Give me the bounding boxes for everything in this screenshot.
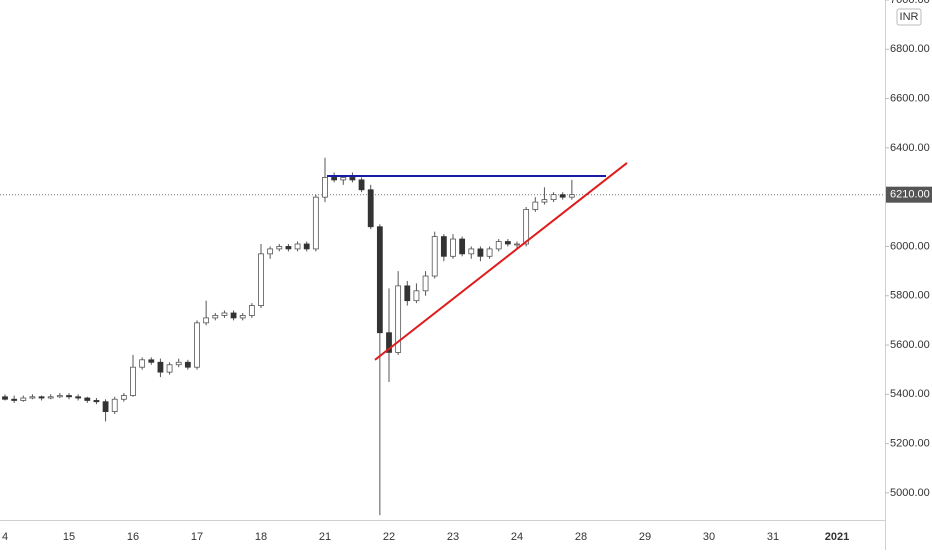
x-tick-label: 28 (575, 531, 587, 543)
x-tick-label: 30 (703, 531, 715, 543)
candle-body (11, 398, 18, 401)
candle-body (166, 364, 173, 373)
candle-body (322, 177, 328, 198)
y-tick-label: 6000.00 (890, 240, 930, 252)
candle-body (267, 248, 274, 255)
candle-body (47, 396, 54, 399)
x-tick-label: 22 (383, 531, 395, 543)
candle-body (568, 194, 575, 198)
candle-body (413, 290, 420, 302)
candle-body (285, 246, 292, 250)
candle-body (386, 332, 392, 353)
trend-line (374, 162, 628, 361)
currency-label: INR (900, 11, 919, 23)
candle-body (66, 395, 72, 398)
candle-body (120, 395, 127, 400)
candle-body (440, 236, 447, 257)
last-price-label: 6210.00 (890, 189, 930, 201)
candle-body (75, 396, 82, 399)
y-tick-label: 5600.00 (890, 339, 930, 351)
candle-body (203, 317, 210, 324)
candle-body (111, 398, 118, 412)
x-tick-label: 15 (63, 531, 75, 543)
x-tick-label: 31 (767, 531, 779, 543)
candle-body (56, 395, 63, 398)
candle-body (248, 305, 255, 316)
candle-body (38, 396, 45, 399)
candle-body (450, 238, 456, 257)
candle-body (523, 209, 530, 245)
candle-body (477, 248, 484, 257)
y-tick-label: 6800.00 (890, 43, 930, 55)
candle-body (230, 312, 237, 319)
candle-body (20, 397, 27, 401)
candle-body (102, 401, 109, 412)
y-tick-label: 6600.00 (890, 92, 930, 104)
x-tick-label: 23 (447, 531, 459, 543)
candle-body (550, 194, 557, 201)
candle-body (84, 397, 91, 401)
y-tick-label: 5000.00 (890, 487, 930, 499)
candle-body (221, 312, 228, 316)
candle-body (367, 189, 374, 228)
candle-body (431, 236, 438, 277)
candle-body (459, 238, 466, 255)
y-tick-label: 6400.00 (890, 142, 930, 154)
candle-body (239, 315, 246, 319)
candle-body (157, 361, 164, 373)
x-tick-label: 4 (2, 531, 8, 543)
candle-body (395, 285, 402, 353)
candle-body (194, 322, 200, 368)
x-tick-label: 24 (511, 531, 523, 543)
candle-body (340, 177, 347, 181)
y-tick-label: 5200.00 (890, 438, 930, 450)
candle-body (532, 201, 539, 210)
candle-body (559, 194, 566, 198)
candle-body (93, 400, 100, 403)
candle-body (358, 179, 365, 191)
candle-body (422, 275, 429, 292)
candle-body (504, 241, 511, 245)
candle-body (258, 253, 264, 306)
y-tick-label: 7000.00 (890, 0, 930, 6)
candle-body (29, 396, 36, 399)
candle-body (312, 196, 319, 250)
candle-body (303, 243, 310, 250)
x-tick-label: 21 (319, 531, 331, 543)
candle-body (148, 359, 155, 363)
candle-body (139, 359, 146, 368)
candle-body (212, 315, 219, 319)
candle-body (486, 248, 493, 257)
candle-body (2, 396, 8, 400)
candle-body (541, 199, 548, 203)
candle-body (130, 366, 136, 396)
x-tick-label: 18 (255, 531, 267, 543)
x-tick-label: 17 (191, 531, 203, 543)
x-tick-label: 29 (639, 531, 651, 543)
x-tick-label: 2021 (825, 531, 849, 543)
y-tick-label: 5400.00 (890, 388, 930, 400)
candle-body (376, 226, 383, 334)
candle-body (468, 248, 475, 255)
candle-body (349, 177, 356, 181)
candle-body (276, 246, 283, 250)
y-tick-label: 5800.00 (890, 290, 930, 302)
candle-body (184, 361, 191, 368)
candle-body (294, 243, 301, 250)
last-price-box (886, 186, 932, 203)
currency-box (896, 8, 922, 26)
x-tick-label: 16 (127, 531, 139, 543)
candle-body (404, 285, 411, 302)
candle-body (514, 243, 520, 246)
candle-body (331, 177, 338, 181)
candle-body (495, 241, 502, 250)
candle-body (175, 361, 182, 366)
